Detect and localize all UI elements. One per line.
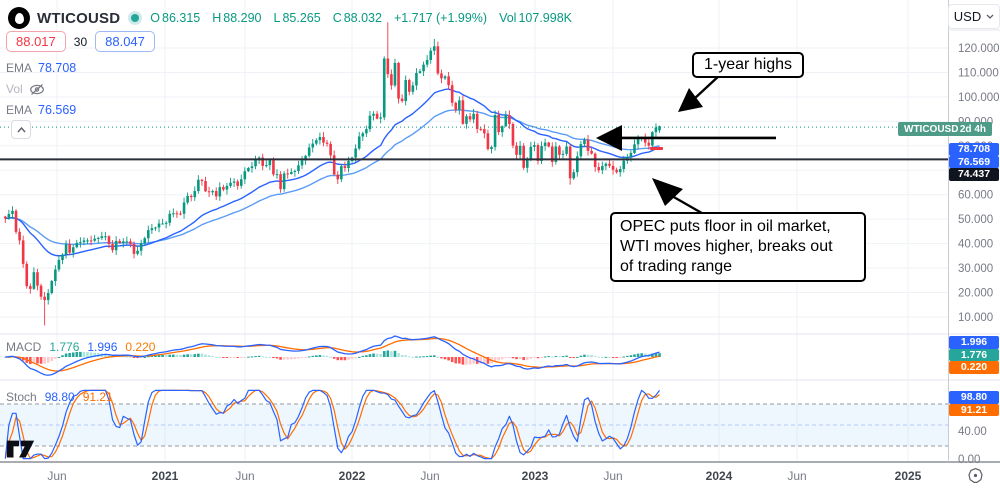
currency-dropdown[interactable]: USD <box>948 4 1000 29</box>
badge-countdown: 2d 4h <box>959 123 986 135</box>
current-price-badge[interactable]: WTICOUSD 2d 4h <box>898 122 992 136</box>
ema-fast-value: 78.708 <box>38 61 77 75</box>
ema-slow-legend[interactable]: EMA 76.569 <box>6 103 76 117</box>
ohlc-open: O 86.315 <box>150 11 201 25</box>
spread-value: 30 <box>73 34 88 49</box>
opec-note-line1: OPEC puts floor in oil market, <box>620 218 831 235</box>
svg-text:2024: 2024 <box>706 469 733 483</box>
svg-text:Jun: Jun <box>603 469 622 483</box>
badge-symbol: WTICOUSD <box>904 123 959 135</box>
svg-text:30.000: 30.000 <box>958 263 993 275</box>
ema-fast-legend[interactable]: EMA 78.708 <box>6 61 76 75</box>
ema-fast-axis-badge: 78.708 <box>949 143 999 156</box>
ohlc-high: H 88.290 <box>212 11 262 25</box>
axis-settings-icon[interactable] <box>964 465 986 485</box>
volume-readout: Vol 107.998K <box>499 11 572 25</box>
visibility-off-icon[interactable] <box>29 83 45 96</box>
order-price-dash <box>650 147 663 150</box>
ema-slow-label: EMA <box>6 103 33 117</box>
svg-text:2025: 2025 <box>895 469 922 483</box>
volume-label: Vol <box>6 82 23 96</box>
svg-text:2021: 2021 <box>152 469 179 483</box>
chevron-down-icon <box>986 14 994 19</box>
macd-line-value: 1.996 <box>87 340 118 354</box>
price-change: +1.717 (+1.99%) <box>393 11 488 25</box>
symbol-name[interactable]: WTICOUSD <box>37 9 121 27</box>
macd-signal-value: 0.220 <box>125 340 156 354</box>
market-open-dot-icon <box>131 14 140 22</box>
symbol-provider-icon <box>8 7 30 29</box>
annotation-one-year-highs[interactable]: 1-year highs <box>692 52 805 78</box>
pane-collapse-button[interactable] <box>11 120 31 139</box>
annotation-opec-note[interactable]: OPEC puts floor in oil market, WTI moves… <box>610 212 866 282</box>
svg-text:0.00: 0.00 <box>958 454 980 466</box>
macd-axis-badge: 1.996 <box>949 336 999 349</box>
ohlc-close: C 88.032 <box>332 11 382 25</box>
stoch-d-value: 91.21 <box>82 390 113 404</box>
svg-text:Jun: Jun <box>47 469 66 483</box>
stoch-legend[interactable]: Stoch 98.80 91.21 <box>6 390 113 404</box>
tradingview-logo[interactable] <box>6 437 36 466</box>
svg-text:100.000: 100.000 <box>958 92 1000 104</box>
opec-note-line2: WTI moves higher, breaks out <box>620 238 833 255</box>
ema-fast-label: EMA <box>6 61 33 75</box>
macd-hist-axis-badge: 1.776 <box>949 348 999 361</box>
svg-text:Jun: Jun <box>235 469 254 483</box>
trade-panel: 88.017 30 88.047 <box>6 31 155 52</box>
volume-legend[interactable]: Vol <box>6 82 45 96</box>
svg-text:20.000: 20.000 <box>958 288 993 300</box>
stoch-k-axis-badge: 98.80 <box>949 391 999 404</box>
svg-text:10.000: 10.000 <box>958 312 993 324</box>
svg-text:2022: 2022 <box>339 469 366 483</box>
svg-text:60.000: 60.000 <box>958 190 993 202</box>
svg-text:50.000: 50.000 <box>958 214 993 226</box>
ema-slow-axis-badge: 76.569 <box>949 155 999 168</box>
stoch-k-value: 98.80 <box>44 390 75 404</box>
symbol-header: WTICOUSD O 86.315 H 88.290 L 85.265 C 88.032… <box>8 6 577 30</box>
svg-text:2023: 2023 <box>522 469 549 483</box>
sell-button[interactable]: 88.017 <box>6 31 66 52</box>
macd-signal-axis-badge: 0.220 <box>949 361 999 374</box>
support-level-badge[interactable]: 74.437 <box>949 168 999 181</box>
stoch-d-axis-badge: 91.21 <box>949 403 999 416</box>
svg-text:Jun: Jun <box>787 469 806 483</box>
ohlc-low: L 85.265 <box>273 11 321 25</box>
stoch-label: Stoch <box>6 390 37 404</box>
svg-text:Jun: Jun <box>420 469 439 483</box>
svg-text:40.000: 40.000 <box>958 239 993 251</box>
ema-slow-value: 76.569 <box>38 103 77 117</box>
opec-note-line3: of trading range <box>620 258 733 275</box>
macd-label: MACD <box>6 340 42 354</box>
macd-hist-value: 1.776 <box>49 340 80 354</box>
macd-legend[interactable]: MACD 1.776 1.996 0.220 <box>6 340 155 354</box>
svg-text:110.000: 110.000 <box>958 67 999 79</box>
svg-text:120.000: 120.000 <box>958 43 1000 55</box>
currency-value: USD <box>953 9 982 24</box>
buy-button[interactable]: 88.047 <box>95 31 155 52</box>
svg-text:40.00: 40.00 <box>958 426 987 438</box>
